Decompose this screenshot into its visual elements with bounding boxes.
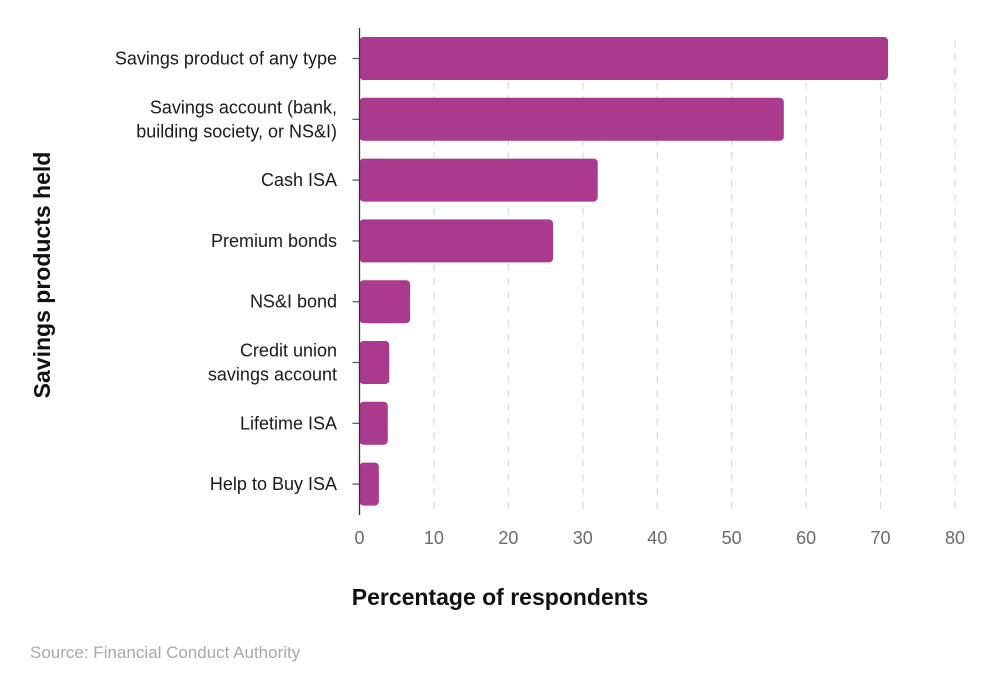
bar	[359, 341, 390, 384]
category-label: Premium bonds	[211, 231, 337, 251]
x-tick-label: 60	[796, 528, 816, 548]
bar	[359, 158, 598, 202]
category-label: Help to Buy ISA	[210, 474, 337, 494]
bar	[359, 401, 388, 445]
bar	[359, 280, 411, 324]
category-label: NS&I bond	[250, 292, 337, 312]
category-label: Savings product of any type	[115, 49, 337, 69]
category-label: Lifetime ISA	[240, 413, 337, 433]
bar	[359, 462, 379, 506]
x-tick-label: 20	[498, 528, 518, 548]
x-tick-label: 50	[722, 528, 742, 548]
source-note: Source: Financial Conduct Authority	[30, 643, 301, 662]
x-axis-title: Percentage of respondents	[352, 584, 649, 610]
category-label: Savings account (bank, building society, …	[136, 97, 337, 141]
y-axis-title: Savings products held	[29, 152, 55, 399]
bar	[359, 97, 784, 141]
x-tick-label: 70	[871, 528, 891, 548]
bar	[359, 219, 554, 263]
x-tick-label: 10	[424, 528, 444, 548]
x-tick-label: 40	[647, 528, 667, 548]
x-tick-label: 30	[573, 528, 593, 548]
category-label: Cash ISA	[261, 170, 337, 190]
x-tick-label: 0	[354, 528, 364, 548]
category-label: Credit union savings account	[208, 341, 337, 385]
bar	[359, 37, 889, 80]
x-tick-label: 80	[945, 528, 965, 548]
